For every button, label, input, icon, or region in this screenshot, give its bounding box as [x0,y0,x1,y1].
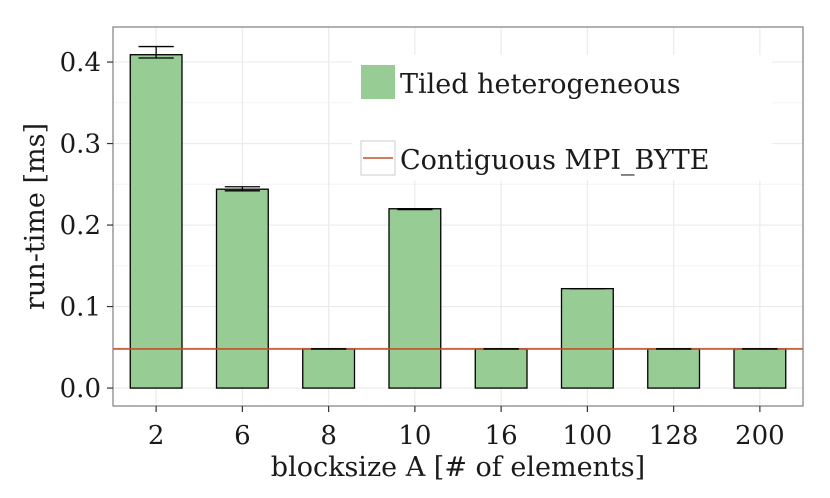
bar-6 [215,188,269,389]
bar-2 [129,54,183,389]
bars-layer [129,54,787,389]
x-tick-label: 200 [735,421,785,451]
error-bar-10 [397,208,433,211]
bar-10 [388,208,442,389]
x-axis-title: blocksize A [# of elements] [271,452,645,483]
bar-8 [302,348,356,389]
error-bar-6 [224,186,260,192]
x-tick-label: 100 [563,421,613,451]
legend-bar-label: Tiled heterogeneous [400,69,681,100]
y-axis-title: run-time [ms] [20,123,51,310]
bar-200 [733,348,787,389]
y-tick-label: 0.2 [60,211,101,241]
x-tick-label: 128 [649,421,699,451]
y-tick-label: 0.3 [60,130,101,160]
x-axis: 2 6 8 10 16 100 128 200 [148,406,785,451]
bar-100 [560,287,614,389]
bar-128 [647,348,701,389]
x-tick-label: 6 [234,421,251,451]
y-tick-label: 0.4 [60,48,101,78]
plot-frame [112,26,804,407]
y-tick-label: 0.0 [60,374,101,404]
x-tick-label: 8 [320,421,337,451]
x-tick-label: 16 [485,421,518,451]
y-tick-label: 0.1 [60,293,101,323]
legend-line-label: Contiguous MPI_BYTE [400,145,709,176]
legend-bar-swatch [361,65,395,99]
y-axis: 0.0 0.1 0.2 0.3 0.4 [60,48,113,404]
x-tick-label: 10 [398,421,431,451]
x-tick-label: 2 [148,421,165,451]
error-bars-layer [138,45,778,350]
bar-16 [474,348,528,389]
legend: Tiled heterogeneous Contiguous MPI_BYTE [352,55,772,180]
error-bar-2 [138,45,174,59]
legend-background [352,55,772,180]
